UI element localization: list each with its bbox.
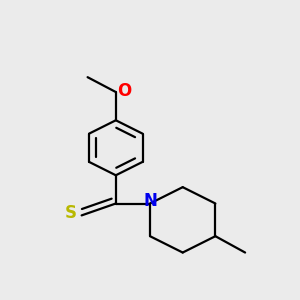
Text: O: O	[117, 82, 131, 100]
Text: S: S	[64, 204, 76, 222]
Text: N: N	[144, 192, 158, 210]
